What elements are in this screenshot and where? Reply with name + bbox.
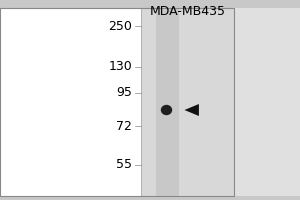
Text: 250: 250	[108, 20, 132, 32]
Text: 72: 72	[116, 119, 132, 132]
Bar	[0, 8, 141, 196]
Bar	[234, 8, 300, 196]
Polygon shape	[184, 104, 199, 116]
Ellipse shape	[161, 105, 172, 115]
Bar	[156, 8, 178, 196]
Text: 55: 55	[116, 158, 132, 171]
Text: 130: 130	[108, 60, 132, 73]
Text: 95: 95	[116, 86, 132, 99]
Bar	[141, 8, 234, 196]
Bar	[0, 8, 234, 196]
Text: MDA-MB435: MDA-MB435	[149, 5, 226, 18]
